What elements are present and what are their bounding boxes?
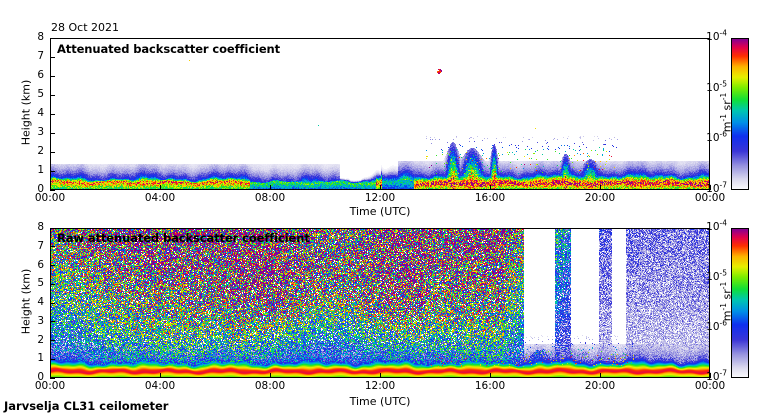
colorbar-tick-label: 10-7	[706, 180, 727, 195]
x-tickmark	[269, 373, 271, 378]
y-tick-label: 0	[37, 371, 44, 383]
colorbar-tick-label: 10-5	[706, 79, 727, 94]
x-tick-label: 12:00	[364, 380, 396, 392]
colorbar-gradient-panel2	[732, 229, 748, 377]
x-tickmark	[269, 185, 271, 190]
y-tick-label: 6	[37, 69, 44, 81]
panel-title-raw-attenuated-backscatter: Raw attenuated backscatter coefficient	[57, 231, 310, 245]
y-tickmark	[50, 302, 55, 304]
colorbar-gradient-panel1	[732, 39, 748, 189]
x-tick-label: 20:00	[584, 380, 616, 392]
y-tick-label: 4	[37, 296, 44, 308]
x-tickmark	[159, 373, 161, 378]
x-tickmark	[49, 185, 51, 190]
x-tickmark	[159, 185, 161, 190]
y-tickmark	[50, 377, 55, 379]
x-tick-label: 08:00	[254, 192, 286, 204]
colorbar-unit-panel1: m-1 sr-1	[718, 92, 734, 133]
y-tickmark	[50, 227, 55, 229]
y-tick-label: 3	[37, 126, 44, 138]
x-tickmark	[599, 373, 601, 378]
colorbar-tick-label: 10-6	[706, 129, 727, 145]
y-tick-label: 8	[37, 221, 44, 233]
y-tickmark	[50, 265, 55, 266]
y-tick-label: 2	[37, 333, 44, 346]
colorbar-panel1	[731, 38, 749, 190]
colorbar-unit-panel2: m-1 sr-1	[718, 281, 734, 322]
x-tickmark	[599, 185, 601, 190]
y-tick-label: 3	[37, 314, 44, 327]
colorbar-tick-label: 10-7	[706, 368, 727, 383]
heatmap-raw-attenuated-backscatter	[51, 229, 709, 377]
y-tick-label: 7	[37, 50, 44, 62]
y-tick-label: 1	[37, 164, 44, 176]
y-tickmark	[50, 37, 55, 39]
colorbar-panel2	[731, 228, 749, 378]
plot-area-attenuated-backscatter[interactable]	[50, 38, 710, 190]
y-tickmark	[50, 94, 55, 96]
y-tickmark	[50, 56, 55, 58]
x-tick-label: 12:00	[364, 192, 396, 204]
x-tickmark	[489, 185, 491, 190]
y-tickmark	[50, 151, 55, 153]
y-tickmark	[50, 340, 55, 341]
colorbar-tick-label: 10-4	[706, 218, 727, 233]
y-tickmark	[50, 358, 55, 360]
x-tick-label: 00:00	[694, 192, 726, 204]
y-tickmark	[50, 113, 55, 115]
y-tickmark	[50, 189, 55, 191]
y-tick-label: 0	[37, 183, 44, 195]
x-tickmark	[379, 185, 381, 190]
y-tick-label: 4	[37, 107, 44, 119]
colorbar-tick-label: 10-5	[706, 268, 727, 283]
x-tickmark	[709, 373, 711, 378]
y-tickmark	[50, 75, 55, 77]
y-tick-label: 7	[37, 239, 44, 252]
x-tick-label: 08:00	[254, 380, 286, 392]
instrument-footer: Jarvselja CL31 ceilometer	[4, 399, 169, 413]
y-tick-label: 5	[37, 88, 44, 100]
x-axis-label-panel1: Time (UTC)	[349, 205, 411, 218]
y-tickmark	[50, 246, 55, 248]
x-tick-label: 16:00	[474, 380, 506, 392]
x-tickmark	[379, 373, 381, 378]
x-tick-label: 00:00	[34, 380, 66, 392]
y-tickmark	[50, 132, 55, 134]
colorbar-tick-label: 10-4	[706, 28, 727, 43]
x-tick-label: 04:00	[144, 380, 176, 392]
x-tickmark	[49, 373, 51, 378]
x-tick-label: 00:00	[34, 192, 66, 204]
y-tick-label: 5	[37, 277, 44, 290]
y-tick-label: 8	[37, 31, 44, 43]
x-tick-label: 00:00	[694, 380, 726, 392]
x-axis-label-panel2: Time (UTC)	[349, 395, 411, 408]
y-tick-label: 6	[37, 258, 44, 271]
y-tick-label: 1	[37, 352, 44, 365]
colorbar-tick-label: 10-6	[706, 318, 727, 333]
y-tickmark	[50, 170, 55, 172]
x-tickmark	[709, 185, 711, 190]
y-tickmark	[50, 283, 55, 285]
date-label: 28 Oct 2021	[51, 21, 120, 34]
y-tickmark	[50, 321, 55, 323]
plot-area-raw-attenuated-backscatter[interactable]	[50, 228, 710, 378]
heatmap-attenuated-backscatter	[51, 39, 709, 189]
y-tick-label: 2	[37, 145, 44, 157]
x-tick-label: 16:00	[474, 192, 506, 204]
x-tick-label: 04:00	[144, 192, 176, 204]
x-tick-label: 20:00	[584, 192, 616, 204]
x-tickmark	[489, 373, 491, 378]
panel-title-attenuated-backscatter: Attenuated backscatter coefficient	[57, 42, 281, 56]
